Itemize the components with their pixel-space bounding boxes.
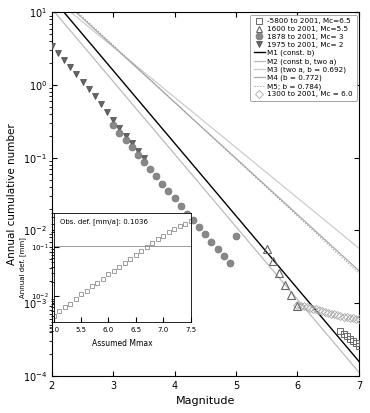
Text: Obs. def. [mm/a]: 0.1036: Obs. def. [mm/a]: 0.1036 xyxy=(61,218,148,225)
X-axis label: Assumed Mmax: Assumed Mmax xyxy=(92,339,152,348)
Y-axis label: Annual cumulative number: Annual cumulative number xyxy=(7,123,17,265)
X-axis label: Magnitude: Magnitude xyxy=(176,396,235,406)
Y-axis label: Annual def. [mm]: Annual def. [mm] xyxy=(19,237,26,298)
Legend: -5800 to 2001, Mc=6.5, 1600 to 2001, Mc=5.5, 1878 to 2001, Mc= 3, 1975 to 2001, : -5800 to 2001, Mc=6.5, 1600 to 2001, Mc=… xyxy=(250,14,357,101)
